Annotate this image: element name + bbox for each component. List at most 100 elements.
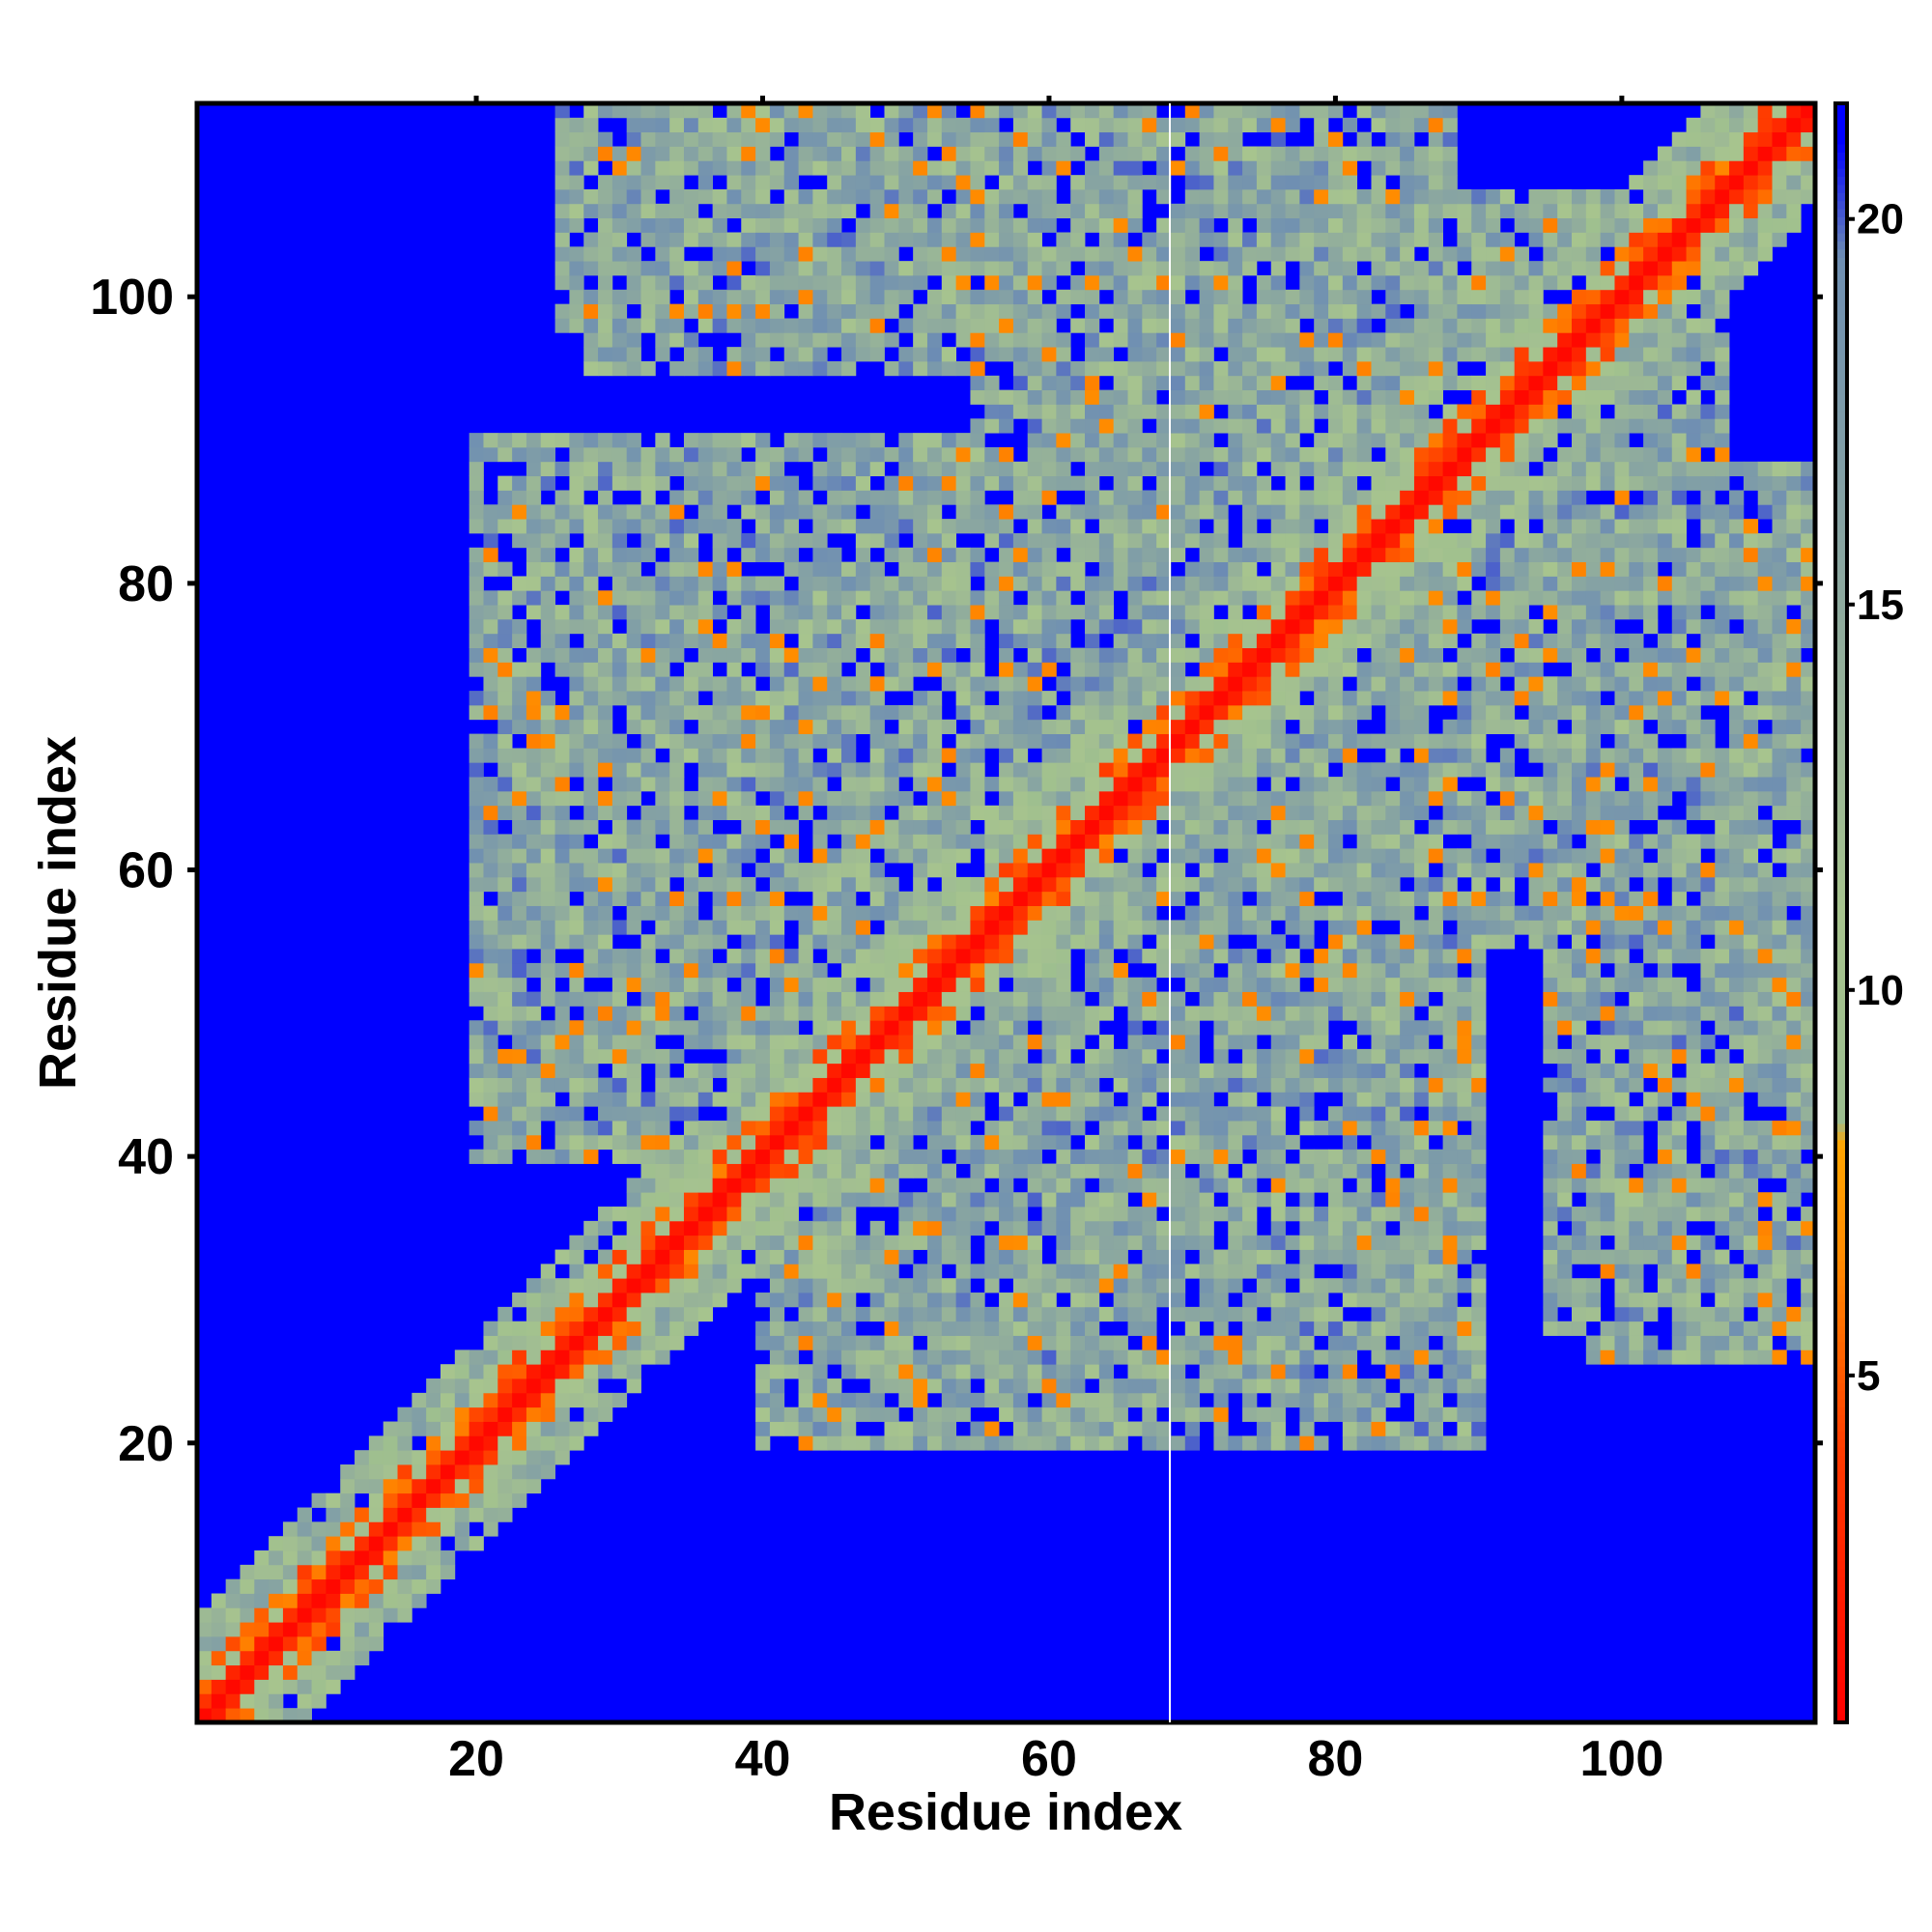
heatmap-cell — [999, 561, 1014, 577]
heatmap-cell — [240, 1708, 255, 1723]
heatmap-cell — [1170, 949, 1186, 964]
heatmap-cell — [611, 332, 628, 348]
heatmap-cell — [583, 1134, 599, 1151]
heatmap-cell — [1285, 819, 1300, 835]
heatmap-cell — [1070, 418, 1086, 434]
heatmap-cell — [697, 1006, 714, 1021]
heatmap-cell — [483, 1478, 498, 1494]
heatmap-cell — [1256, 1421, 1272, 1436]
heatmap-cell — [884, 905, 899, 921]
heatmap-cell — [1256, 1435, 1272, 1451]
heatmap-cell — [225, 1693, 241, 1709]
heatmap-cell — [783, 347, 799, 362]
heatmap-cell — [855, 1063, 871, 1078]
heatmap-cell — [1142, 576, 1157, 591]
heatmap-cell — [726, 876, 742, 893]
heatmap-cell — [869, 232, 885, 247]
heatmap-cell — [741, 1163, 756, 1179]
heatmap-cell — [812, 790, 828, 807]
heatmap-cell — [898, 949, 914, 964]
heatmap-cell — [755, 360, 771, 377]
heatmap-cell — [554, 762, 570, 778]
heatmap-cell — [1270, 1278, 1286, 1293]
heatmap-cell — [755, 834, 771, 849]
heatmap-cell — [569, 1378, 584, 1394]
heatmap-cell — [1027, 490, 1042, 505]
heatmap-cell — [1027, 1235, 1042, 1250]
heatmap-cell — [755, 203, 771, 219]
heatmap-cell — [1184, 647, 1201, 663]
heatmap-cell — [812, 547, 828, 563]
heatmap-cell — [611, 347, 628, 362]
heatmap-cell — [926, 991, 943, 1007]
heatmap-cell — [1027, 920, 1042, 935]
heatmap-cell — [1199, 1121, 1214, 1136]
heatmap-cell — [783, 561, 799, 577]
heatmap-cell — [1041, 719, 1057, 734]
heatmap-cell — [827, 446, 842, 463]
heatmap-cell — [540, 561, 555, 577]
heatmap-cell — [955, 633, 971, 649]
heatmap-cell — [898, 1048, 914, 1065]
heatmap-cell — [827, 203, 842, 219]
heatmap-cell — [869, 576, 885, 591]
heatmap-cell — [526, 805, 542, 820]
heatmap-cell — [1142, 389, 1157, 405]
heatmap-cell — [483, 1106, 498, 1122]
heatmap-cell — [1270, 188, 1286, 205]
heatmap-cell — [1299, 962, 1315, 979]
heatmap-cell — [869, 1350, 885, 1365]
heatmap-cell — [970, 905, 985, 921]
heatmap-cell — [755, 647, 771, 663]
heatmap-cell — [884, 1192, 899, 1208]
heatmap-cell — [898, 1077, 914, 1093]
heatmap-cell — [970, 1077, 985, 1093]
heatmap-cell — [297, 1650, 312, 1666]
heatmap-cell — [913, 274, 928, 291]
heatmap-cell — [798, 274, 813, 291]
heatmap-cell — [1056, 991, 1071, 1007]
heatmap-cell — [1328, 618, 1344, 635]
heatmap-cell — [697, 504, 714, 520]
heatmap-cell — [326, 1607, 341, 1623]
heatmap-cell — [598, 532, 613, 549]
heatmap-cell — [1127, 1149, 1143, 1164]
heatmap-cell — [1041, 303, 1057, 319]
heatmap-cell — [913, 475, 928, 491]
heatmap-cell — [827, 576, 842, 591]
heatmap-cell — [1098, 131, 1115, 147]
heatmap-cell — [1242, 446, 1258, 463]
heatmap-cell — [569, 547, 584, 563]
heatmap-cell — [1285, 949, 1300, 964]
heatmap-cell — [1041, 117, 1057, 133]
heatmap-cell — [884, 160, 899, 176]
heatmap-cell — [554, 647, 570, 663]
heatmap-cell — [812, 504, 828, 520]
heatmap-cell — [683, 1235, 699, 1250]
heatmap-cell — [569, 504, 584, 520]
heatmap-cell — [598, 633, 613, 649]
heatmap-cell — [999, 461, 1014, 477]
heatmap-cell — [984, 1378, 1000, 1394]
heatmap-cell — [1070, 446, 1086, 463]
heatmap-cell — [1113, 360, 1128, 377]
heatmap-cell — [683, 475, 699, 491]
heatmap-cell — [1170, 733, 1186, 749]
heatmap-cell — [1056, 1020, 1071, 1036]
heatmap-cell — [769, 876, 785, 893]
heatmap-cell — [913, 691, 928, 706]
heatmap-cell — [469, 490, 484, 505]
heatmap-cell — [1299, 461, 1315, 477]
heatmap-cell — [1056, 203, 1071, 219]
heatmap-cell — [741, 777, 756, 792]
heatmap-cell — [554, 532, 570, 549]
heatmap-cell — [741, 1134, 756, 1151]
heatmap-cell — [1213, 863, 1229, 878]
heatmap-cell — [755, 1293, 771, 1308]
heatmap-cell — [913, 1293, 928, 1308]
heatmap-cell — [1184, 876, 1201, 893]
heatmap-cell — [598, 1293, 613, 1308]
heatmap-cell — [970, 504, 985, 520]
heatmap-cell — [697, 949, 714, 964]
heatmap-cell — [1328, 404, 1344, 419]
